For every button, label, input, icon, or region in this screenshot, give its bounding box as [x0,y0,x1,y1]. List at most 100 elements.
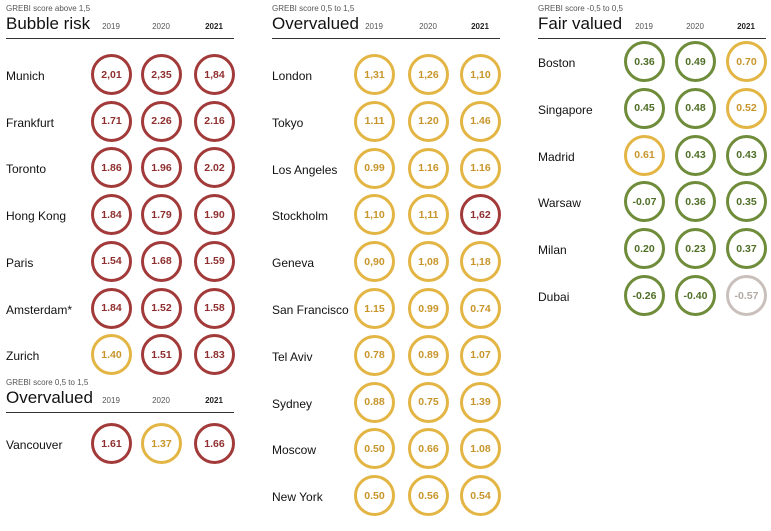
table-row: San Francisco 1.15 0.99 0.74 [272,288,501,336]
year-header: 2021 [737,22,755,31]
score-circle: 0.75 [408,381,449,423]
year-header: 2020 [152,22,170,31]
score-circle: 0.20 [624,228,665,270]
score-circle: 1.68 [141,240,182,282]
city-name: Sydney [272,396,313,411]
score-circle: -0.26 [624,275,665,316]
score-circle: 1,18 [460,241,501,283]
city-name: Los Angeles [272,162,338,177]
score-circle: 1.83 [194,334,235,376]
score-circle: 1.54 [91,240,132,282]
year-header: 2019 [102,22,120,31]
year-header: 2019 [635,22,653,31]
table-row: Frankfurt 1.71 2.26 2.16 [6,100,235,149]
score-circle: 2.16 [194,100,235,142]
table-row: Stockholm 1,10 1,11 1,62 [272,194,501,242]
score-circle: 1.84 [91,287,132,329]
city-name: Milan [538,243,567,258]
city-name: Zurich [6,349,40,364]
city-name: Frankfurt [6,115,55,130]
score-circle: 1.86 [91,147,132,189]
score-circle: 1.08 [460,428,501,470]
score-range-subtitle: GREBI score 0,5 to 1,5 [272,4,355,13]
score-circle: 0.74 [460,288,501,329]
score-circle: 1.37 [141,423,182,464]
score-circle: 1.58 [194,287,235,329]
header-rule [6,412,234,413]
city-name: San Francisco [272,303,349,317]
score-circle: 1.16 [408,147,449,189]
city-name: Vancouver [6,438,63,452]
score-circle: 1,10 [460,54,501,95]
table-row: Los Angeles 0.99 1.16 1.16 [272,147,501,196]
year-header: 2020 [686,22,704,31]
score-circle: 1.39 [460,381,501,423]
city-name: Hong Kong [6,209,67,224]
score-circle: 1.96 [141,147,182,189]
score-circle: 1,11 [408,194,449,236]
header-rule [6,38,234,39]
city-name: Stockholm [272,209,329,224]
score-circle: 1,26 [408,54,449,95]
year-header: 2019 [102,396,120,405]
city-name: New York [272,490,323,505]
score-circle: 0.50 [354,428,395,470]
table-row: Tel Aviv 0.78 0.89 1.07 [272,334,501,383]
year-header: 2021 [205,22,223,31]
city-name: Munich [6,69,45,83]
table-row: Geneva 0,90 1,08 1,18 [272,241,501,289]
score-circle: 0.23 [675,228,716,270]
score-circle: 1.84 [91,194,132,236]
table-row: London 1,31 1,26 1,10 [272,54,501,102]
table-row: Tokyo 1.11 1.20 1.46 [272,100,501,149]
score-circle: 1.51 [141,334,182,376]
score-circle: 0.45 [624,87,665,129]
city-name: Singapore [538,102,593,117]
score-circle: -0.07 [624,181,665,223]
score-circle: 0.36 [675,181,716,223]
header-rule [272,38,500,39]
score-circle: 1,62 [460,194,501,236]
score-circle: 0.49 [675,41,716,82]
score-circle: 1.07 [460,334,501,376]
city-name: Dubai [538,290,570,304]
score-circle: 0.88 [354,381,395,423]
year-header: 2021 [205,396,223,405]
score-circle: -0.57 [726,275,767,316]
table-row: Zurich 1.40 1.51 1.83 [6,334,235,382]
table-row: Moscow 0.50 0.66 1.08 [272,428,501,476]
score-circle: 1,84 [194,54,235,95]
table-row: Vancouver 1.61 1.37 1.66 [6,423,235,471]
table-row: Singapore 0.45 0.48 0.52 [538,87,767,136]
score-circle: 2.02 [194,147,235,189]
score-circle: 0.52 [726,87,767,129]
score-circle: 1.79 [141,194,182,236]
city-name: Boston [538,56,576,70]
table-row: Warsaw -0.07 0.36 0.35 [538,181,767,229]
score-circle: 0.35 [726,181,767,223]
table-row: Sydney 0.88 0.75 1.39 [272,381,501,430]
score-circle: 1.61 [91,423,132,464]
score-circle: 0.56 [408,475,449,517]
score-circle: 1.46 [460,100,501,142]
score-circle: 1,10 [354,194,395,236]
score-circle: 0.54 [460,475,501,517]
city-name: Amsterdam* [6,302,73,317]
score-circle: 2.26 [141,100,182,142]
score-range-subtitle: GREBI score -0,5 to 0,5 [538,4,623,13]
table-row: Hong Kong 1.84 1.79 1.90 [6,194,235,242]
city-name: Geneva [272,256,315,271]
score-circle: 1.16 [460,147,501,189]
score-circle: 0.70 [726,41,767,82]
score-circle: 0.43 [675,134,716,176]
score-circle: 2,35 [141,54,182,95]
score-range-subtitle: GREBI score 0,5 to 1,5 [6,378,89,387]
score-circle: 1.66 [194,423,235,464]
score-circle: 1.90 [194,194,235,236]
score-circle: 1.40 [91,334,132,376]
score-circle: 0.78 [354,334,395,376]
table-row: Toronto 1.86 1.96 2.02 [6,147,235,195]
table-row: Dubai -0.26 -0.40 -0.57 [538,275,767,323]
table-row: Boston 0.36 0.49 0.70 [538,41,767,89]
score-circle: 1.15 [354,288,395,329]
